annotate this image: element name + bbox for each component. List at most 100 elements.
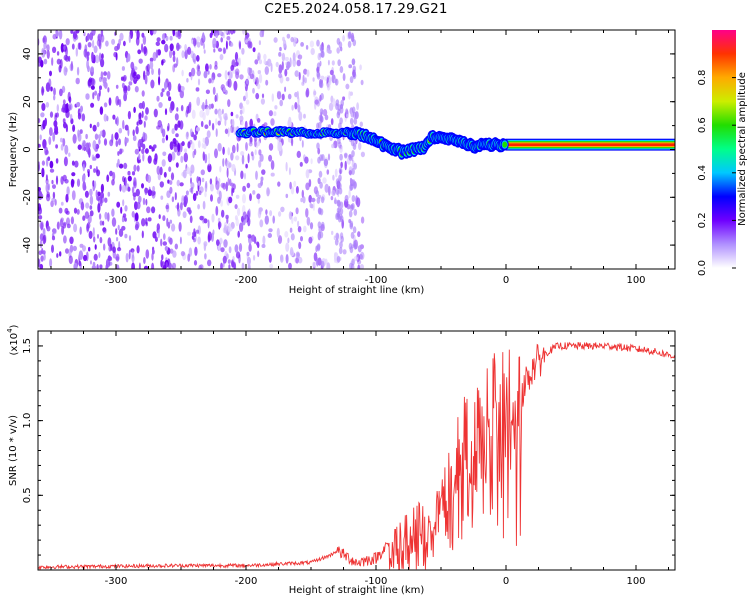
noise-speckle — [342, 35, 345, 42]
noise-speckle — [101, 129, 106, 138]
noise-speckle — [224, 70, 228, 80]
noise-speckle — [82, 181, 86, 191]
noise-speckle — [207, 234, 211, 243]
noise-speckle — [296, 150, 301, 158]
noise-speckle — [89, 195, 94, 206]
noise-speckle — [49, 127, 53, 137]
noise-speckle — [192, 193, 197, 201]
noise-speckle — [119, 183, 122, 192]
noise-speckle — [234, 62, 237, 67]
noise-speckle — [81, 113, 86, 122]
noise-speckle — [291, 104, 294, 111]
noise-speckle — [85, 142, 90, 153]
noise-speckle — [219, 165, 222, 173]
noise-speckle — [345, 83, 350, 90]
noise-speckle — [142, 197, 146, 206]
noise-speckle — [348, 64, 353, 69]
noise-speckle — [148, 145, 152, 150]
noise-speckle — [133, 180, 137, 189]
noise-speckle — [115, 228, 118, 235]
noise-speckle — [71, 172, 76, 177]
noise-speckle — [92, 227, 95, 237]
noise-speckle — [138, 102, 144, 109]
noise-speckle — [99, 264, 103, 269]
noise-speckle — [222, 146, 225, 155]
noise-speckle — [220, 37, 223, 43]
noise-speckle — [132, 72, 137, 79]
noise-speckle — [93, 236, 96, 243]
noise-speckle — [273, 111, 277, 117]
noise-speckle — [222, 227, 226, 234]
noise-speckle — [120, 206, 123, 214]
noise-speckle — [123, 74, 127, 82]
noise-speckle — [228, 264, 231, 269]
noise-speckle — [314, 99, 319, 105]
noise-speckle — [145, 249, 150, 259]
noise-speckle — [193, 37, 197, 47]
noise-speckle — [259, 153, 264, 162]
noise-speckle — [288, 262, 292, 269]
noise-speckle — [278, 73, 283, 79]
noise-speckle — [161, 33, 166, 41]
noise-speckle — [82, 174, 86, 183]
noise-speckle — [220, 247, 225, 253]
noise-speckle — [204, 124, 209, 129]
noise-speckle — [144, 115, 148, 121]
noise-speckle — [310, 47, 315, 56]
noise-speckle — [242, 211, 247, 220]
noise-speckle — [141, 43, 144, 53]
noise-speckle — [336, 47, 341, 54]
noise-speckle — [52, 191, 56, 200]
noise-speckle — [225, 214, 229, 220]
noise-speckle — [90, 102, 95, 108]
noise-speckle — [169, 186, 173, 194]
multiplier-close: ) — [9, 324, 20, 328]
noise-speckle — [286, 61, 291, 69]
noise-speckle — [51, 197, 56, 202]
noise-speckle — [86, 33, 90, 41]
noise-speckle — [182, 211, 187, 219]
noise-speckle — [180, 202, 183, 211]
noise-speckle — [136, 245, 140, 254]
noise-speckle — [132, 129, 135, 137]
noise-speckle — [297, 226, 302, 233]
noise-speckle — [227, 259, 231, 264]
noise-speckle — [267, 58, 272, 67]
noise-speckle — [168, 166, 172, 172]
noise-speckle — [131, 186, 135, 194]
noise-speckle — [172, 30, 176, 37]
noise-speckle — [312, 77, 315, 82]
noise-speckle — [221, 209, 225, 218]
noise-speckle — [247, 153, 250, 164]
noise-speckle — [201, 177, 205, 183]
noise-speckle — [71, 190, 76, 201]
noise-speckle — [242, 193, 246, 204]
noise-speckle — [103, 71, 108, 76]
noise-speckle — [90, 66, 94, 73]
noise-speckle — [72, 124, 76, 132]
noise-speckle — [91, 51, 94, 62]
noise-speckle — [129, 72, 133, 82]
noise-speckle — [68, 96, 72, 104]
noise-speckle — [95, 153, 100, 159]
noise-speckle — [264, 66, 269, 75]
noise-speckle — [224, 118, 227, 127]
noise-speckle — [156, 37, 161, 42]
noise-speckle — [208, 103, 212, 110]
noise-speckle — [280, 254, 284, 263]
noise-speckle — [152, 30, 157, 35]
noise-speckle — [112, 171, 116, 181]
noise-speckle — [248, 243, 252, 252]
noise-speckle — [147, 174, 152, 184]
noise-speckle — [118, 138, 121, 146]
noise-speckle — [278, 211, 282, 217]
noise-speckle — [124, 233, 128, 239]
noise-speckle — [58, 207, 63, 214]
noise-speckle — [261, 244, 266, 248]
noise-speckle — [197, 78, 201, 86]
noise-speckle — [50, 86, 53, 92]
noise-speckle — [39, 134, 42, 141]
noise-speckle — [162, 215, 166, 222]
noise-speckle — [161, 39, 166, 45]
noise-speckle — [331, 230, 334, 235]
